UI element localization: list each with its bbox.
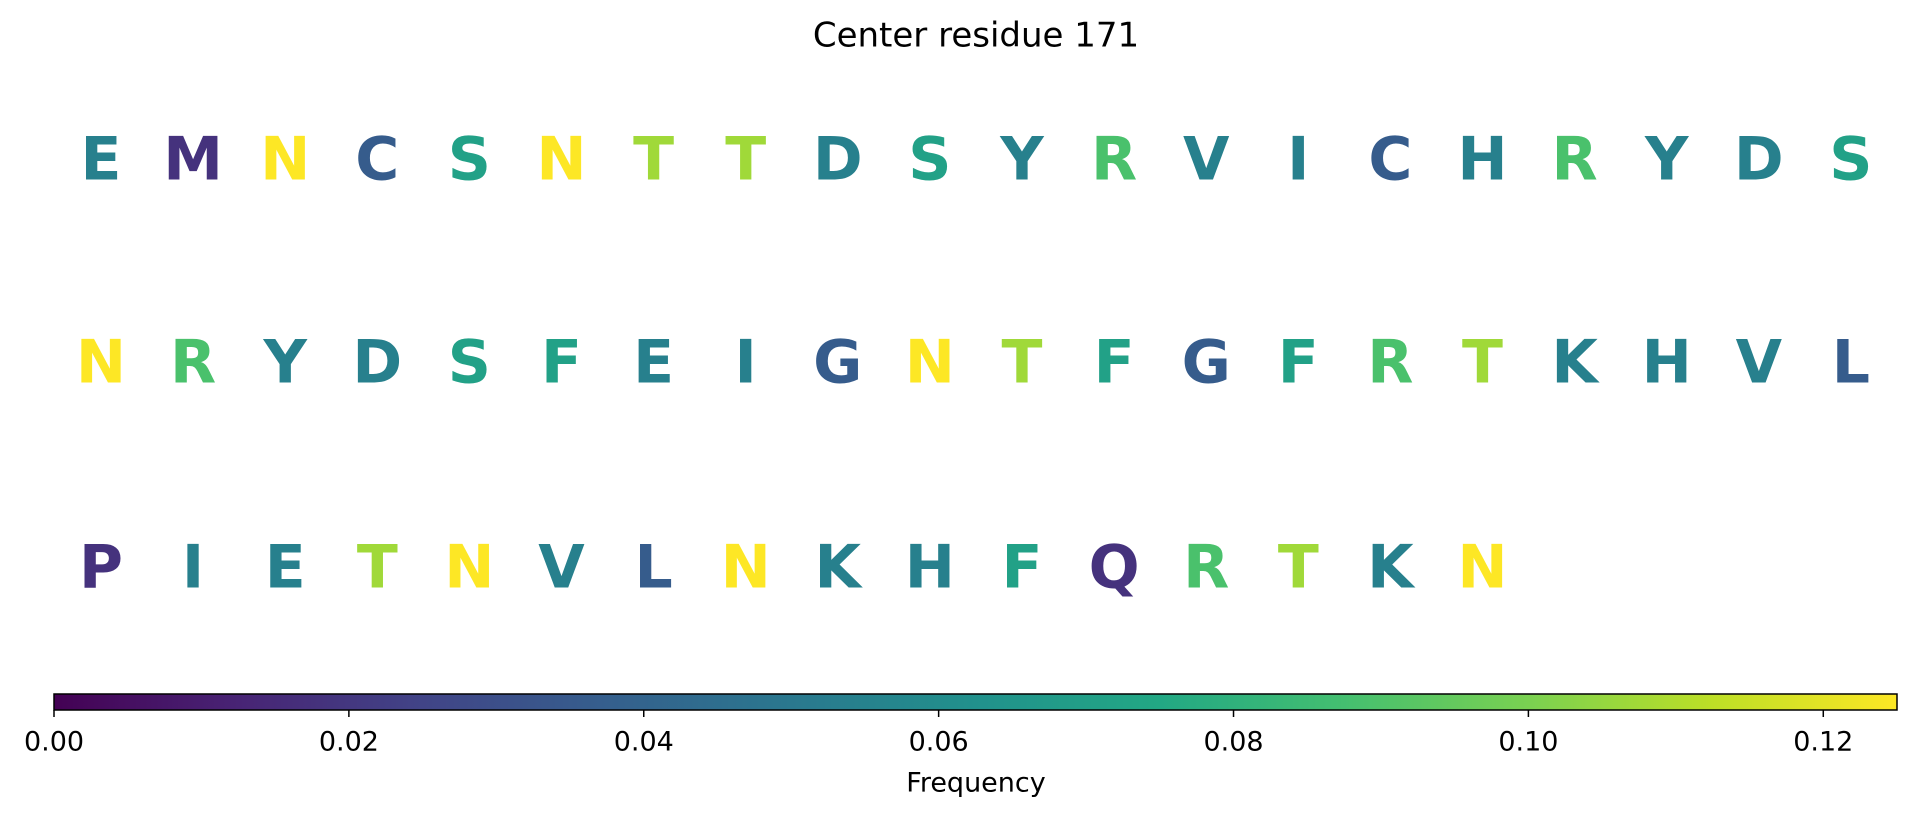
residue-letter: R — [1183, 533, 1229, 603]
residue-letter: F — [1094, 328, 1135, 398]
x-tick-label: 0.10 — [1498, 727, 1558, 758]
residue-letter: N — [1457, 533, 1507, 603]
residue-letter: N — [536, 125, 586, 195]
residue-letter: I — [182, 533, 204, 603]
residue-letter: T — [1002, 328, 1043, 398]
residue-letter: F — [1002, 533, 1043, 603]
residue-letter: Y — [262, 328, 308, 398]
residue-letter: R — [1091, 125, 1137, 195]
residue-letter: H — [905, 533, 955, 603]
residue-letter: Q — [1089, 533, 1140, 603]
residue-letter: S — [1829, 125, 1872, 195]
residue-letter: C — [355, 125, 399, 195]
residue-letter: Y — [1644, 125, 1690, 195]
residue-letter: R — [170, 328, 216, 398]
x-tick-label: 0.04 — [614, 727, 674, 758]
colorbar-label: Frequency — [906, 768, 1046, 799]
residue-letter: E — [81, 125, 122, 195]
residue-letter: F — [1278, 328, 1319, 398]
residue-letter: N — [721, 533, 771, 603]
residue-letter: Y — [999, 125, 1045, 195]
residue-letter: I — [735, 328, 757, 398]
residue-letter: V — [1736, 328, 1783, 398]
residue-letter: H — [1642, 328, 1692, 398]
colorbar — [53, 693, 1898, 711]
x-tick-label: 0.00 — [24, 727, 84, 758]
residue-letter: K — [1367, 533, 1416, 603]
residue-letter: K — [815, 533, 864, 603]
residue-letter: T — [725, 125, 766, 195]
residue-letter: L — [1832, 328, 1870, 398]
residue-letter: D — [813, 125, 863, 195]
residue-letter: H — [1457, 125, 1507, 195]
residue-letter: N — [76, 328, 126, 398]
residue-letter: T — [1462, 328, 1503, 398]
residue-letter: V — [1183, 125, 1230, 195]
residue-letter: M — [163, 125, 223, 195]
residue-letter: I — [1287, 125, 1309, 195]
residue-letter: R — [1367, 328, 1413, 398]
x-tick-label: 0.06 — [909, 727, 969, 758]
residue-letter: N — [905, 328, 955, 398]
residue-letter: S — [448, 125, 491, 195]
residue-letter: N — [444, 533, 494, 603]
residue-letter: N — [260, 125, 310, 195]
residue-letter: K — [1551, 328, 1600, 398]
residue-letter: P — [79, 533, 123, 603]
residue-letter: V — [538, 533, 585, 603]
residue-letter: F — [541, 328, 582, 398]
x-tick-label: 0.02 — [319, 727, 379, 758]
residue-letter: T — [357, 533, 398, 603]
residue-letter: L — [634, 533, 672, 603]
residue-letter: E — [633, 328, 674, 398]
residue-letter: D — [352, 328, 402, 398]
residue-letter: E — [265, 533, 306, 603]
x-tick-label: 0.08 — [1203, 727, 1263, 758]
residue-letter: S — [908, 125, 951, 195]
residue-letter: T — [633, 125, 674, 195]
residue-letter: G — [813, 328, 862, 398]
residue-letter: D — [1734, 125, 1784, 195]
x-tick-label: 0.12 — [1793, 727, 1853, 758]
chart-title: Center residue 171 — [813, 16, 1139, 56]
residue-letter: T — [1278, 533, 1319, 603]
residue-letter: S — [448, 328, 491, 398]
residue-letter: C — [1368, 125, 1412, 195]
residue-letter: G — [1182, 328, 1231, 398]
residue-letter: R — [1551, 125, 1597, 195]
